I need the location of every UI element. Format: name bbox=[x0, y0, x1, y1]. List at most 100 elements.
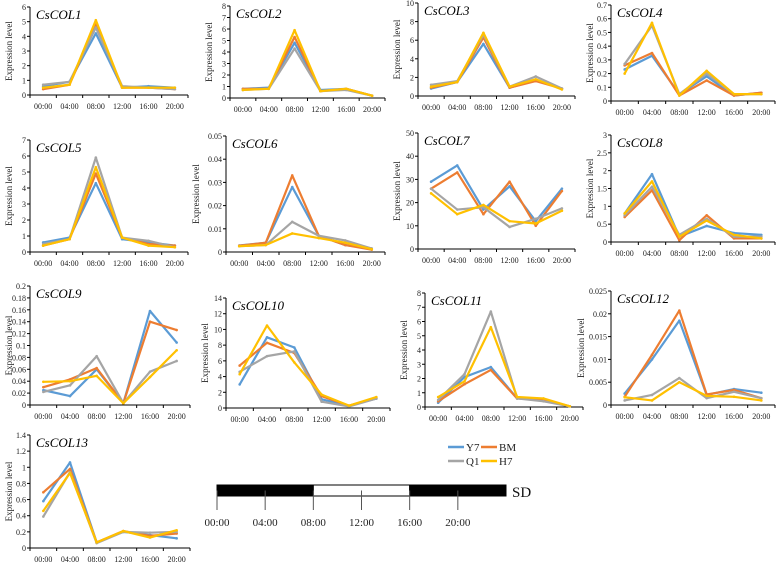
data-point-bm bbox=[148, 320, 152, 324]
data-point-q1 bbox=[293, 47, 296, 50]
data-point-h7 bbox=[41, 86, 45, 89]
y-tick-label: 0.025 bbox=[589, 287, 607, 296]
data-point-y7 bbox=[94, 32, 98, 35]
panel-cscol3: 0 2 4 6 8 10 00:00 04:00 08:00 12:00 16:00 20:00 Exp… bbox=[392, 0, 576, 112]
data-point-y7 bbox=[482, 42, 485, 46]
data-point-q1 bbox=[705, 396, 708, 400]
data-point-q1 bbox=[148, 531, 152, 534]
series-line-h7 bbox=[623, 180, 762, 240]
y-tick-label: 1 bbox=[22, 232, 26, 241]
x-tick-label: 08:00 bbox=[87, 102, 105, 111]
data-point-h7 bbox=[95, 374, 98, 378]
x-tick-label: 00:00 bbox=[234, 105, 252, 114]
data-point-bm bbox=[175, 328, 178, 332]
x-tick-label: 12:00 bbox=[500, 103, 518, 112]
data-point-h7 bbox=[290, 232, 294, 235]
y-tick-label: 0.01 bbox=[208, 225, 222, 234]
y-tick-label: 0 bbox=[222, 94, 226, 103]
data-point-h7 bbox=[122, 529, 125, 533]
data-point-q1 bbox=[534, 217, 538, 221]
data-point-y7 bbox=[760, 233, 763, 237]
data-point-q1 bbox=[147, 239, 150, 243]
y-tick-label: 1 bbox=[22, 76, 26, 85]
x-tick-label: 20:00 bbox=[166, 259, 184, 268]
panel-title: CsCOL8 bbox=[617, 135, 663, 150]
data-point-y7 bbox=[68, 461, 72, 464]
data-point-h7 bbox=[317, 236, 321, 240]
y-tick-label: 2 bbox=[410, 73, 414, 82]
legend-label-y7: Y7 bbox=[466, 442, 480, 454]
data-point-bm bbox=[290, 174, 294, 177]
data-point-y7 bbox=[238, 383, 241, 386]
data-point-h7 bbox=[173, 86, 177, 89]
y-tick-label: 0.02 bbox=[12, 389, 26, 398]
y-axis-label: Expression level bbox=[585, 158, 595, 218]
data-point-h7 bbox=[147, 244, 150, 247]
x-tick-label: 12:00 bbox=[310, 259, 328, 268]
y-tick-label: 0.5 bbox=[597, 28, 607, 37]
y-tick-label: 0.7 bbox=[597, 1, 607, 10]
data-point-bm bbox=[650, 51, 654, 55]
data-point-bm bbox=[732, 388, 736, 392]
data-point-h7 bbox=[41, 244, 45, 247]
panel-title: CsCOL2 bbox=[236, 6, 282, 21]
y-axis-label: Expression level bbox=[585, 23, 595, 83]
x-tick-label: 00:00 bbox=[230, 259, 248, 268]
data-point-h7 bbox=[94, 165, 98, 169]
y-axis-label: Expression level bbox=[576, 318, 586, 378]
x-tick-label: 04:00 bbox=[260, 105, 278, 114]
data-point-q1 bbox=[534, 75, 538, 78]
y-tick-label: 0.18 bbox=[12, 294, 26, 303]
series-line-y7 bbox=[623, 173, 762, 238]
data-point-bm bbox=[678, 309, 681, 312]
data-point-y7 bbox=[175, 537, 178, 540]
data-point-q1 bbox=[94, 156, 98, 159]
data-point-h7 bbox=[265, 324, 269, 327]
data-point-q1 bbox=[650, 393, 654, 397]
y-tick-label: 0.04 bbox=[12, 377, 26, 386]
data-point-h7 bbox=[293, 28, 296, 32]
y-tick-label: 1.5 bbox=[597, 185, 607, 194]
x-tick-label: 00:00 bbox=[231, 415, 249, 424]
y-tick-label: 0.01 bbox=[593, 355, 607, 364]
y-tick-label: 0.015 bbox=[589, 333, 607, 342]
y-tick-label: 0 bbox=[218, 404, 222, 413]
data-point-q1 bbox=[343, 239, 347, 242]
y-tick-label: 7 bbox=[417, 303, 421, 312]
data-point-h7 bbox=[482, 203, 485, 207]
data-point-h7 bbox=[760, 92, 763, 96]
x-tick-label: 12:00 bbox=[508, 414, 526, 423]
data-point-h7 bbox=[344, 87, 348, 91]
x-tick-label: 04:00 bbox=[257, 259, 275, 268]
x-tick-label: 16:00 bbox=[725, 412, 743, 421]
x-tick-label: 08:00 bbox=[87, 259, 105, 268]
data-point-bm bbox=[455, 171, 459, 174]
series-line-h7 bbox=[437, 326, 571, 408]
y-tick-label: 6 bbox=[218, 357, 222, 366]
series-line-y7 bbox=[42, 32, 175, 89]
series-line-h7 bbox=[239, 232, 373, 251]
data-point-h7 bbox=[732, 92, 736, 96]
data-point-h7 bbox=[293, 361, 296, 364]
photoperiod-tick-label: 16:00 bbox=[397, 517, 423, 529]
x-tick-label: 04:00 bbox=[455, 414, 473, 423]
data-point-y7 bbox=[760, 391, 763, 394]
y-tick-label: 0.6 bbox=[597, 15, 607, 24]
photoperiod-bar: 00:00 04:00 08:00 12:00 16:00 20:00 SD bbox=[204, 484, 531, 529]
data-point-h7 bbox=[542, 397, 545, 400]
data-point-h7 bbox=[94, 18, 98, 22]
y-tick-label: 4 bbox=[410, 55, 414, 64]
y-tick-label: 7 bbox=[222, 14, 226, 23]
y-tick-label: 10 bbox=[406, 222, 414, 231]
data-point-bm bbox=[705, 79, 708, 82]
y-axis-label: Expression level bbox=[4, 315, 14, 375]
data-point-y7 bbox=[489, 365, 493, 369]
x-tick-label: 12:00 bbox=[500, 256, 518, 265]
data-point-y7 bbox=[175, 341, 178, 344]
data-point-bm bbox=[94, 172, 98, 175]
x-tick-label: 20:00 bbox=[363, 259, 381, 268]
data-point-q1 bbox=[175, 359, 178, 363]
y-tick-label: 0.1 bbox=[16, 342, 26, 351]
data-point-bm bbox=[508, 180, 511, 184]
